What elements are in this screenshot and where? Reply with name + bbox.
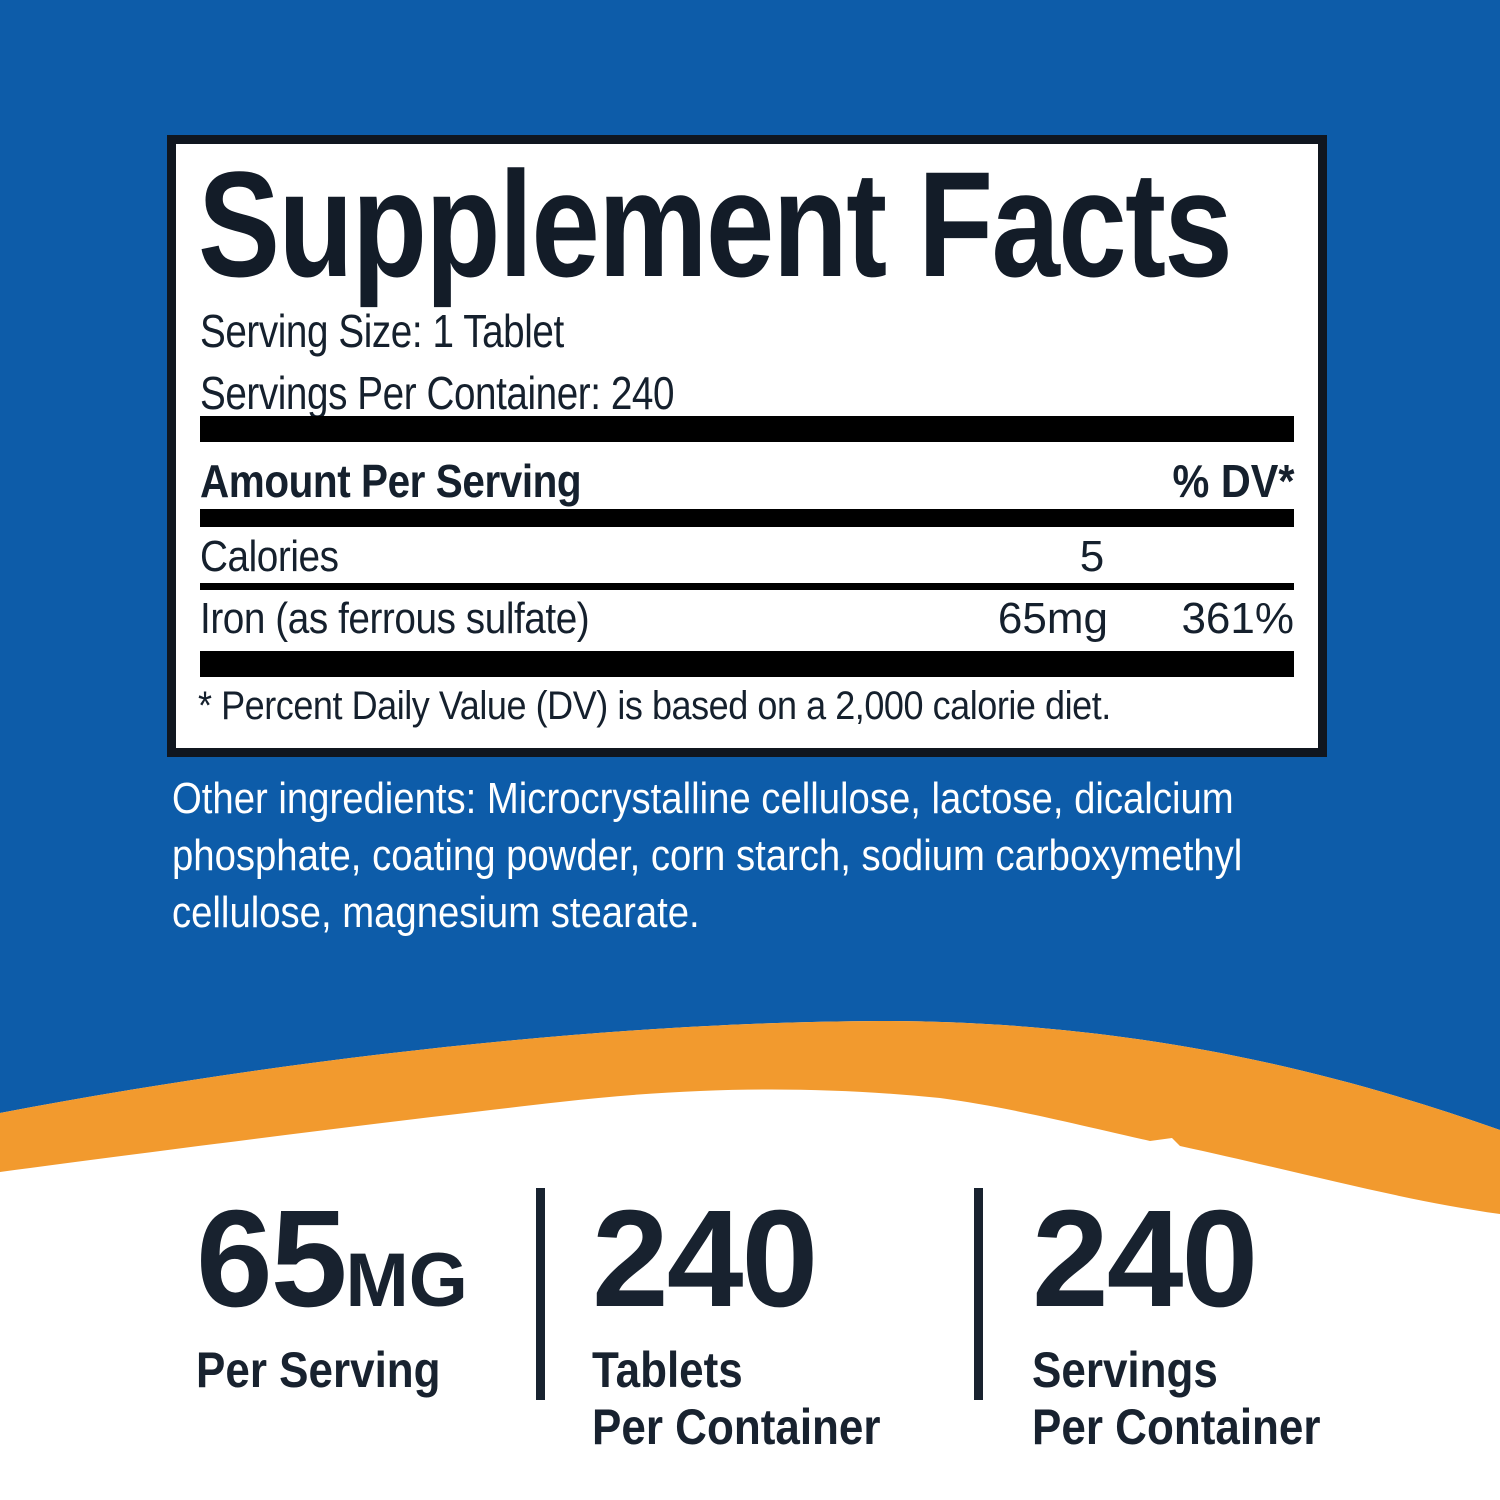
highlight-per-serving-label: Per Serving bbox=[196, 1342, 441, 1398]
divider-bar-thick-bottom bbox=[200, 651, 1294, 677]
other-ingredients-line-2: phosphate, coating powder, corn starch, … bbox=[172, 831, 1243, 880]
supplement-facts-panel: Supplement Facts Serving Size: 1 Tablet … bbox=[167, 135, 1327, 757]
highlight-per-serving-value: 65 bbox=[196, 1182, 347, 1336]
highlight-tablets: 240 Tablets Per Container bbox=[592, 1190, 920, 1456]
iron-amount-value: 65mg bbox=[997, 594, 1108, 643]
percent-dv-header: % DV* bbox=[1172, 455, 1294, 507]
highlight-servings-number: 240 bbox=[1032, 1190, 1360, 1328]
panel-title: Supplement Facts bbox=[198, 140, 1233, 308]
calories-label: Calories bbox=[200, 532, 339, 581]
divider-bar-medium bbox=[200, 509, 1294, 527]
divider-bar-thick-top bbox=[200, 416, 1294, 442]
other-ingredients-text: Other ingredients: Microcrystalline cell… bbox=[172, 770, 1242, 941]
highlight-servings-label-line-2: Per Container bbox=[1032, 1399, 1321, 1455]
servings-per-container-line: Servings Per Container: 240 bbox=[200, 367, 675, 419]
highlight-tablets-label-line-2: Per Container bbox=[592, 1399, 881, 1455]
orange-brush-stroke bbox=[0, 1021, 1500, 1214]
highlight-servings: 240 Servings Per Container bbox=[1032, 1190, 1360, 1456]
dv-footnote: * Percent Daily Value (DV) is based on a… bbox=[198, 684, 1111, 728]
highlight-servings-value: 240 bbox=[1032, 1182, 1258, 1336]
divider-hairline bbox=[200, 583, 1294, 590]
serving-size-line: Serving Size: 1 Tablet bbox=[200, 305, 564, 357]
iron-label: Iron (as ferrous sulfate) bbox=[200, 594, 590, 643]
column-divider-1 bbox=[536, 1188, 545, 1400]
highlight-tablets-label: Tablets Per Container bbox=[592, 1342, 881, 1456]
calories-value: 5 bbox=[1079, 532, 1105, 581]
highlight-tablets-label-line-1: Tablets bbox=[592, 1342, 743, 1398]
highlight-servings-label-line-1: Servings bbox=[1032, 1342, 1218, 1398]
other-ingredients-line-3: cellulose, magnesium stearate. bbox=[172, 888, 700, 937]
highlight-per-serving-unit: MG bbox=[345, 1238, 468, 1323]
column-divider-2 bbox=[974, 1188, 983, 1400]
highlight-per-serving-number: 65MG bbox=[196, 1190, 474, 1328]
highlight-tablets-value: 240 bbox=[592, 1182, 818, 1336]
highlight-tablets-number: 240 bbox=[592, 1190, 920, 1328]
highlight-per-serving: 65MG Per Serving bbox=[196, 1190, 474, 1399]
iron-dv-value: 361% bbox=[1181, 594, 1294, 643]
highlight-servings-label: Servings Per Container bbox=[1032, 1342, 1321, 1456]
other-ingredients-line-1: Other ingredients: Microcrystalline cell… bbox=[172, 774, 1234, 823]
amount-per-serving-header: Amount Per Serving bbox=[200, 455, 582, 507]
